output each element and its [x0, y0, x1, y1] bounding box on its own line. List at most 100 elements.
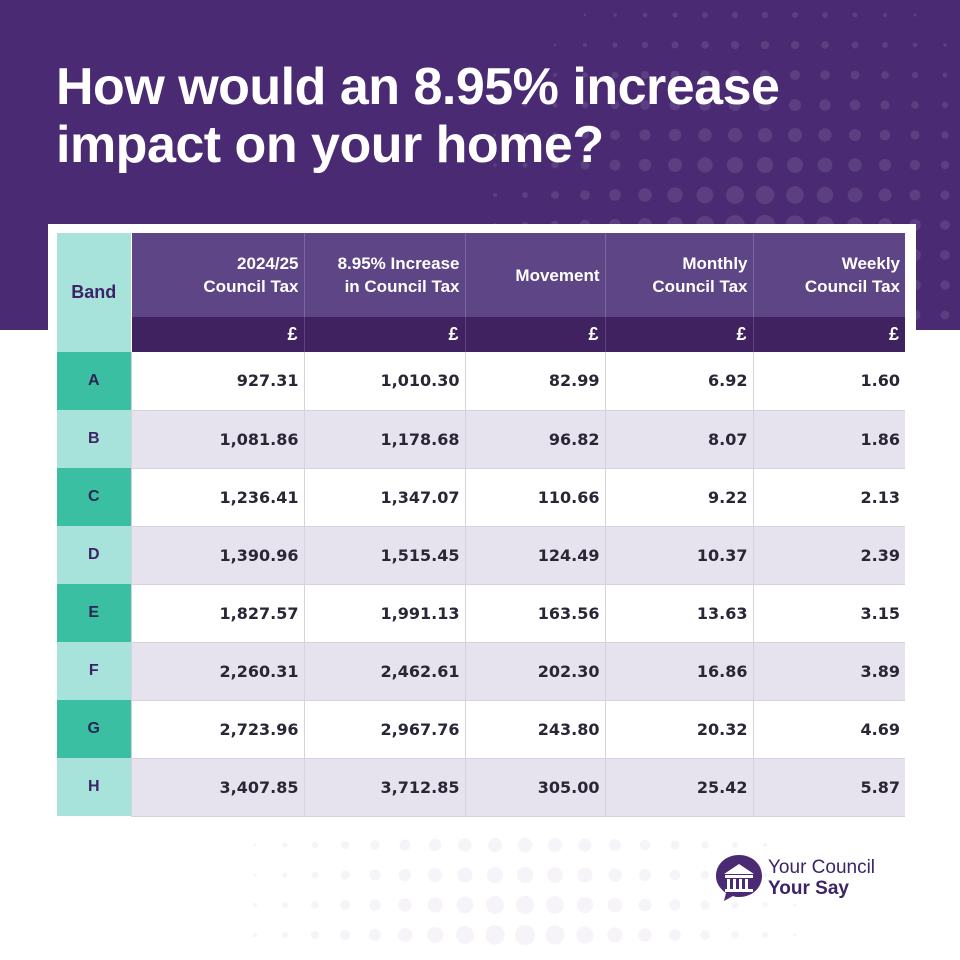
- decorative-dot: [487, 837, 503, 853]
- decorative-dot: [757, 127, 773, 143]
- decorative-dot: [701, 841, 709, 849]
- decorative-dot: [821, 41, 829, 49]
- band-column-header: Band: [57, 233, 132, 352]
- decorative-dot: [788, 98, 802, 112]
- decorative-dot: [613, 13, 617, 17]
- page-title: How would an 8.95% increase impact on yo…: [56, 58, 916, 174]
- decorative-dot: [669, 899, 681, 911]
- decorative-dot: [551, 161, 559, 169]
- decorative-dot: [638, 928, 652, 942]
- logo-text-line-1: Your Council: [768, 857, 876, 878]
- decorative-dot: [726, 186, 744, 204]
- decorative-dot: [728, 98, 742, 112]
- decorative-dot: [580, 160, 590, 170]
- decorative-dot: [552, 72, 558, 78]
- decorative-dot: [610, 100, 620, 110]
- decorative-dot: [339, 929, 351, 941]
- decorative-dot: [426, 926, 444, 944]
- decorative-dot: [731, 11, 739, 19]
- decorative-dot: [397, 927, 413, 943]
- decorative-dot: [940, 190, 950, 200]
- decorative-dot: [310, 930, 320, 940]
- decorative-dot: [763, 843, 767, 847]
- unit-label: £: [464, 317, 605, 352]
- decorative-dot: [882, 42, 888, 48]
- column-header-monthly: Monthly Council Tax: [604, 233, 753, 317]
- decorative-dot: [612, 42, 618, 48]
- decorative-dot: [759, 69, 771, 81]
- decorative-dot: [911, 101, 919, 109]
- decorative-dot: [369, 899, 381, 911]
- decorative-dot: [879, 159, 891, 171]
- decorative-dot: [580, 130, 590, 140]
- decorative-dot: [667, 187, 683, 203]
- decorative-dot: [523, 73, 527, 77]
- decorative-dot: [493, 133, 497, 137]
- table-cell: 1,081.86: [130, 410, 304, 469]
- decorative-dot: [819, 99, 831, 111]
- table-cell: 163.56: [464, 584, 605, 643]
- decorative-dot: [700, 70, 710, 80]
- brand-logo: Your Council Your Say: [714, 853, 914, 905]
- table-cell: 305.00: [464, 758, 605, 817]
- column-header-line: in Council Tax: [344, 277, 460, 296]
- decorative-dot: [700, 900, 710, 910]
- table-cell: 1,390.96: [130, 526, 304, 585]
- decorative-dot: [761, 11, 769, 19]
- decorative-dot: [941, 131, 949, 139]
- decorative-dot: [282, 902, 288, 908]
- decorative-dot: [486, 866, 504, 884]
- decorative-dot: [458, 838, 472, 852]
- table-row: H 3,407.85 3,712.85 305.00 25.42 5.87: [57, 758, 905, 817]
- decorative-dot: [340, 900, 350, 910]
- column-header-movement: Movement: [464, 233, 605, 317]
- decorative-dot: [848, 158, 862, 172]
- table-cell: 124.49: [464, 526, 605, 585]
- decorative-dot: [639, 839, 651, 851]
- decorative-dot: [399, 839, 411, 851]
- table-cell: 4.69: [752, 700, 905, 759]
- decorative-dot: [878, 188, 892, 202]
- decorative-dot: [638, 188, 652, 202]
- table-cell: 2,462.61: [303, 642, 465, 701]
- decorative-dot: [941, 101, 949, 109]
- decorative-dot: [787, 157, 803, 173]
- decorative-dot: [608, 868, 622, 882]
- decorative-dot: [582, 72, 588, 78]
- table-cell: 1,991.13: [303, 584, 465, 643]
- decorative-dot: [553, 43, 557, 47]
- decorative-dot: [428, 868, 442, 882]
- decorative-dot: [881, 71, 889, 79]
- decorative-dot: [609, 189, 621, 201]
- decorative-dot: [696, 186, 714, 204]
- table-cell: 13.63: [604, 584, 753, 643]
- decorative-dot: [790, 40, 800, 50]
- table-cell: 2,967.76: [303, 700, 465, 759]
- town-hall-speech-bubble-icon: [716, 855, 762, 901]
- decorative-dot: [762, 872, 768, 878]
- table-cell: 10.37: [604, 526, 753, 585]
- decorative-dot: [551, 131, 559, 139]
- decorative-dot: [609, 159, 621, 171]
- decorative-dot: [638, 158, 652, 172]
- decorative-dot: [340, 870, 350, 880]
- decorative-dot: [702, 12, 708, 18]
- decorative-dot: [580, 190, 590, 200]
- table-cell: 8.07: [604, 410, 753, 469]
- decorative-dot: [911, 71, 919, 79]
- table-cell: 3,407.85: [130, 758, 304, 817]
- column-header-line: Council Tax: [203, 277, 299, 296]
- decorative-dot: [608, 838, 622, 852]
- decorative-dot: [582, 42, 588, 48]
- decorative-dot: [698, 128, 712, 142]
- column-header-weekly: Weekly Council Tax: [752, 233, 905, 317]
- band-label: A: [57, 352, 131, 410]
- decorative-dot: [762, 932, 768, 938]
- decorative-dot: [729, 69, 741, 81]
- band-label: C: [57, 468, 131, 526]
- decorative-dot: [668, 128, 682, 142]
- decorative-dot: [755, 185, 775, 205]
- decorative-dot: [727, 127, 743, 143]
- decorative-dot: [552, 102, 558, 108]
- decorative-dot: [820, 70, 830, 80]
